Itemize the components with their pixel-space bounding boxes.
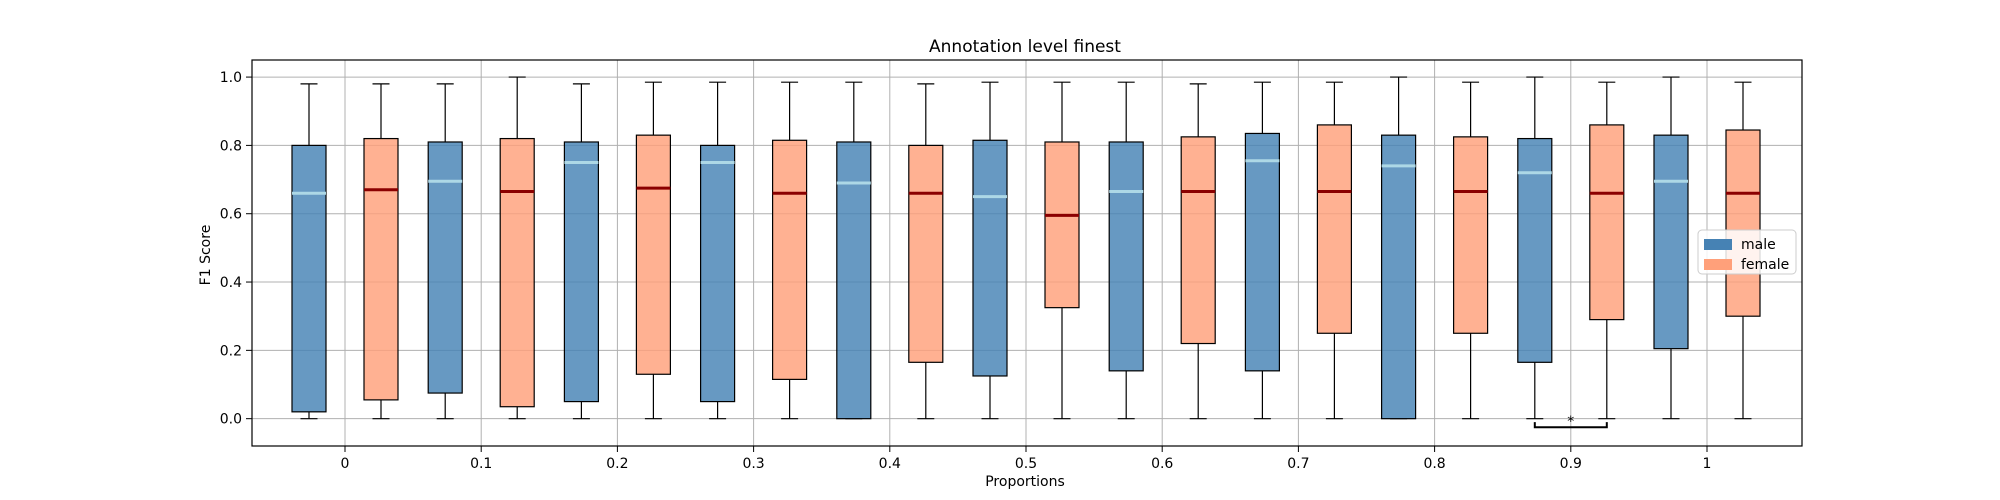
box-male	[699, 81, 736, 420]
box-body	[1044, 141, 1080, 309]
x-tick-label: 0.7	[1287, 456, 1309, 472]
legend-label-female: female	[1741, 257, 1789, 273]
y-tick-label: 1.0	[220, 70, 242, 86]
y-tick-label: 0.8	[220, 138, 242, 154]
box-body	[836, 141, 872, 420]
box-male	[836, 81, 872, 420]
box-male	[291, 83, 327, 420]
box-body	[427, 141, 463, 394]
box-body	[1108, 141, 1144, 372]
legend-swatch-female	[1704, 259, 1732, 270]
box-female	[499, 76, 535, 420]
box-male	[972, 81, 1008, 420]
y-tick-label: 0.6	[220, 207, 242, 223]
y-tick-label: 0.0	[220, 412, 242, 428]
box-body	[291, 144, 327, 413]
plot-frame	[251, 59, 1803, 447]
box-body	[972, 139, 1008, 377]
box-body	[1452, 136, 1489, 334]
box-male	[1653, 76, 1689, 420]
box-male	[1380, 76, 1417, 420]
box-body	[499, 137, 535, 408]
box-series	[291, 76, 1761, 420]
box-body	[1725, 129, 1761, 317]
y-axis-label: F1 Score	[198, 225, 214, 286]
x-tick-label: 0.1	[470, 456, 492, 472]
box-body	[908, 144, 944, 363]
box-female	[1316, 81, 1353, 420]
box-female	[1589, 81, 1625, 420]
box-female	[363, 83, 399, 420]
axis-ticks: 0.0 0.2 0.4 0.6 0.8 1.0 0 0.1 0.2 0.3 0.4 0.5 0.6 0.7…	[220, 70, 1712, 472]
box-male	[1108, 81, 1144, 420]
box-body	[1517, 137, 1553, 363]
box-male	[427, 83, 463, 420]
y-tick-label: 0.2	[220, 343, 242, 359]
box-body	[363, 137, 399, 401]
x-tick-label: 0.8	[1423, 456, 1445, 472]
box-male	[1244, 81, 1281, 420]
box-female	[1180, 83, 1216, 420]
significance-annotations: *	[1533, 414, 1608, 430]
box-body	[1380, 134, 1417, 420]
box-body	[563, 141, 600, 403]
x-tick-label: 0.5	[1015, 456, 1037, 472]
box-body	[1589, 124, 1625, 321]
box-body	[1244, 132, 1281, 372]
box-body	[771, 139, 808, 380]
x-tick-label: 0.3	[742, 456, 764, 472]
x-tick-label: 0.2	[606, 456, 628, 472]
box-female	[908, 83, 944, 420]
box-male	[1517, 76, 1553, 420]
box-body	[699, 144, 736, 403]
box-body	[1653, 134, 1689, 350]
box-body	[1316, 124, 1353, 334]
significance-bracket	[1533, 422, 1608, 429]
x-tick-label: 0	[341, 456, 350, 472]
x-tick-label: 0.6	[1151, 456, 1173, 472]
x-tick-label: 0.4	[879, 456, 901, 472]
box-body	[635, 134, 672, 375]
x-tick-label: 1	[1703, 456, 1712, 472]
grid-lines	[252, 60, 1802, 446]
significance-star: *	[1567, 414, 1574, 430]
box-female	[771, 81, 808, 420]
legend: male female	[1697, 229, 1797, 275]
box-body	[1180, 136, 1216, 345]
box-female	[1452, 81, 1489, 420]
legend-label-male: male	[1741, 237, 1776, 253]
box-female	[1725, 81, 1761, 420]
x-axis-label: Proportions	[985, 474, 1065, 490]
y-tick-label: 0.4	[220, 275, 242, 291]
x-tick-label: 0.9	[1560, 456, 1582, 472]
box-female	[635, 81, 672, 420]
box-male	[563, 83, 600, 420]
chart-title: Annotation level finest	[929, 37, 1121, 57]
legend-swatch-male	[1704, 239, 1732, 250]
box-female	[1044, 81, 1080, 420]
